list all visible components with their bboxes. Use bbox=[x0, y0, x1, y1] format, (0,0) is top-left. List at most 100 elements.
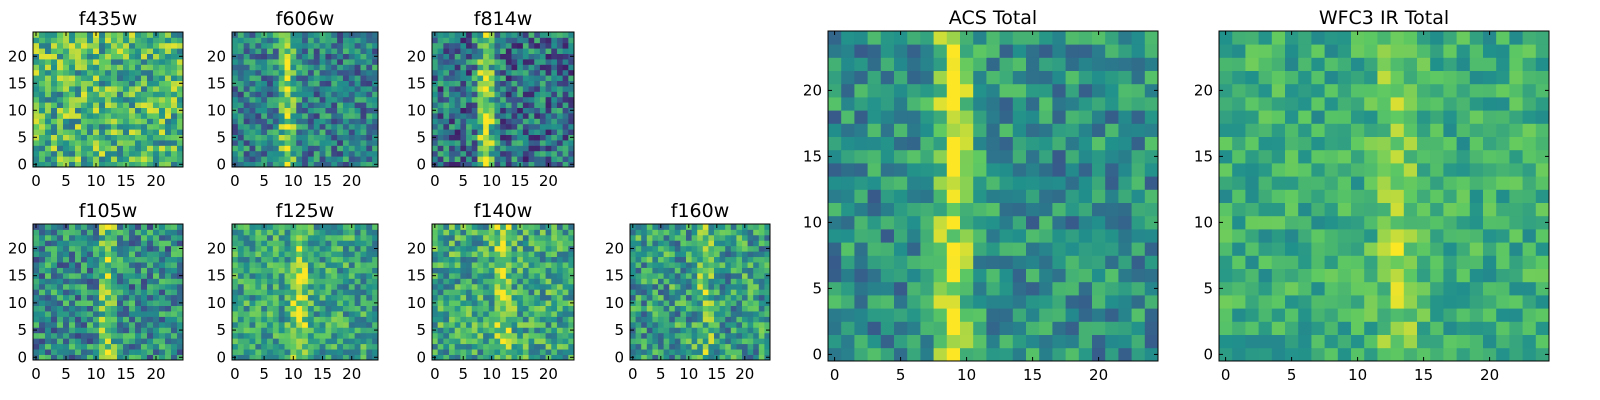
heatmap-cell bbox=[1144, 334, 1159, 349]
heatmap-cell bbox=[87, 229, 94, 236]
heatmap-cell bbox=[449, 123, 456, 130]
heatmap-cell bbox=[1105, 255, 1119, 269]
heatmap-cell bbox=[342, 86, 350, 92]
heatmap-cell bbox=[302, 145, 309, 152]
heatmap-cell bbox=[539, 338, 546, 345]
heatmap-cell bbox=[348, 118, 356, 125]
heatmap-cell bbox=[907, 255, 921, 269]
heatmap-cell bbox=[69, 86, 76, 92]
heatmap-cell bbox=[69, 140, 76, 146]
heatmap-cell bbox=[686, 327, 692, 334]
heatmap-cell bbox=[159, 32, 166, 38]
heatmap-cell bbox=[360, 75, 367, 81]
heatmap-cell bbox=[691, 332, 698, 339]
heatmap-cell bbox=[63, 262, 70, 268]
heatmap-cell bbox=[147, 234, 154, 241]
heatmap-cell bbox=[372, 37, 379, 44]
heatmap-cell bbox=[123, 59, 130, 65]
heatmap-cell bbox=[460, 316, 467, 323]
heatmap-cell bbox=[177, 118, 184, 125]
heatmap-cell bbox=[272, 42, 280, 49]
heatmap-cell bbox=[568, 332, 575, 339]
heatmap-cell bbox=[165, 234, 172, 241]
heatmap-cell bbox=[366, 327, 373, 334]
heatmap-cell bbox=[147, 321, 154, 328]
heatmap-cell bbox=[232, 234, 239, 241]
heatmap-cell bbox=[366, 129, 373, 135]
heatmap-cell bbox=[466, 48, 473, 54]
heatmap-cell bbox=[249, 59, 256, 65]
heatmap-cell bbox=[39, 229, 46, 236]
heatmap-cell bbox=[278, 59, 285, 65]
heatmap-cell bbox=[449, 140, 456, 146]
heatmap-cell bbox=[556, 338, 564, 345]
heatmap-cell bbox=[366, 80, 373, 87]
heatmap-cell bbox=[177, 86, 184, 92]
heatmap-cell bbox=[99, 321, 106, 328]
heatmap-cell bbox=[500, 91, 507, 98]
heatmap-cell bbox=[39, 75, 46, 81]
heatmap-cell bbox=[471, 256, 478, 263]
heatmap-cell bbox=[736, 272, 743, 279]
heatmap-cell bbox=[551, 69, 558, 76]
heatmap-cell bbox=[99, 349, 106, 355]
heatmap-cell bbox=[372, 48, 379, 54]
heatmap-cell bbox=[505, 234, 512, 241]
heatmap-cell bbox=[99, 224, 106, 230]
heatmap-cell bbox=[117, 229, 124, 236]
heatmap-cell bbox=[325, 156, 332, 162]
heatmap-cell bbox=[93, 283, 100, 290]
heatmap-cell bbox=[261, 332, 268, 339]
heatmap-cell bbox=[171, 311, 178, 317]
heatmap-cell bbox=[372, 229, 379, 236]
heatmap-cell bbox=[177, 150, 184, 157]
heatmap-cell bbox=[854, 268, 868, 283]
heatmap-cell bbox=[39, 118, 46, 125]
heatmap-cell bbox=[81, 123, 88, 130]
heatmap-cell bbox=[354, 42, 361, 49]
heatmap-cell bbox=[551, 354, 558, 361]
heatmap-cell bbox=[758, 354, 765, 361]
heatmap-cell bbox=[372, 283, 379, 290]
heatmap-cell bbox=[494, 156, 501, 162]
heatmap-cell bbox=[261, 48, 268, 54]
heatmap-cell bbox=[652, 332, 659, 339]
heatmap-cell bbox=[488, 305, 495, 312]
heatmap-cell bbox=[556, 102, 564, 108]
heatmap-cell bbox=[39, 305, 46, 312]
heatmap-cell bbox=[366, 283, 373, 290]
heatmap-cell bbox=[432, 267, 439, 274]
heatmap-cell bbox=[702, 251, 709, 258]
heatmap-cell bbox=[129, 145, 136, 152]
heatmap-cell bbox=[1065, 268, 1080, 283]
heatmap-cell bbox=[443, 256, 450, 263]
heatmap-cell bbox=[57, 321, 64, 328]
heatmap-cell bbox=[261, 256, 268, 263]
heatmap-cell bbox=[296, 123, 303, 130]
heatmap-cell bbox=[69, 311, 76, 317]
heatmap-cell bbox=[454, 86, 461, 92]
heatmap-cell bbox=[331, 42, 338, 49]
heatmap-cell bbox=[290, 229, 297, 236]
heatmap-cell bbox=[302, 113, 309, 119]
heatmap-cell bbox=[1078, 163, 1093, 177]
heatmap-cell bbox=[111, 140, 118, 146]
heatmap-cell bbox=[471, 37, 478, 44]
heatmap-cell bbox=[354, 134, 361, 141]
heatmap-cell bbox=[477, 338, 484, 345]
heatmap-cell bbox=[691, 311, 698, 317]
heatmap-cell bbox=[135, 107, 142, 114]
heatmap-cell bbox=[331, 278, 338, 285]
heatmap-cell bbox=[545, 69, 552, 76]
heatmap-cell bbox=[691, 349, 698, 355]
heatmap-cell bbox=[449, 332, 456, 339]
heatmap-cell bbox=[986, 281, 1000, 296]
heatmap-cell bbox=[568, 267, 575, 274]
heatmap-cell bbox=[443, 150, 450, 157]
heatmap-cell bbox=[841, 321, 855, 335]
heatmap-cell bbox=[488, 145, 495, 152]
heatmap-cell bbox=[249, 224, 256, 230]
heatmap-cell bbox=[147, 229, 154, 236]
heatmap-cell bbox=[562, 64, 569, 71]
heatmap-cell bbox=[674, 289, 681, 296]
